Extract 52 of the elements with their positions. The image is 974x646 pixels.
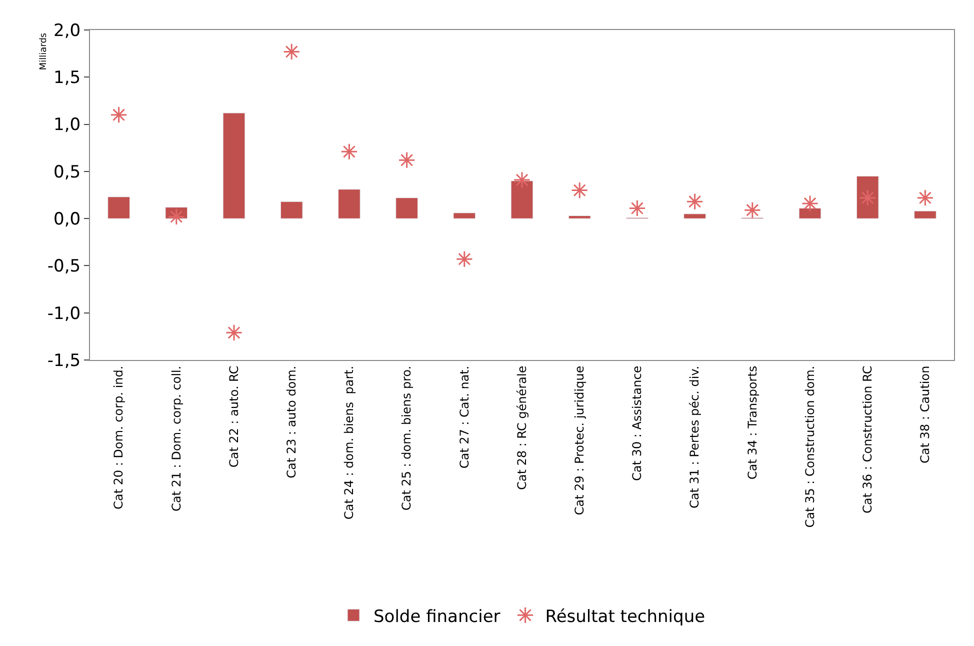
x-tick-label: Cat 23 : auto dom. [284,366,298,478]
x-tick-label: Cat 34 : Transports [745,366,760,480]
point [340,143,358,160]
x-tick-label: Cat 36 : Construction RC [860,366,874,514]
x-tick-label: Cat 27 : Cat. nat. [457,366,472,469]
x-tick-label: Cat 21 : Dom. corp. coll. [169,366,184,512]
bar [510,180,534,219]
y-tick-label: -0,5 [47,256,81,277]
y-tick-label: 0,0 [54,210,81,230]
point [916,189,934,206]
x-tick-label: Cat 31 : Pertes péc. div. [688,366,702,508]
bar [280,201,303,219]
point [225,324,243,342]
legend-label: Solde financier [374,606,500,627]
point [110,106,128,124]
y-tick-label: -1,5 [47,350,81,371]
x-tick-label: Cat 24 : dom. biens part. [342,366,356,520]
bar [396,198,418,219]
x-tick-label: Cat 25 : dom. biens pro. [400,366,414,511]
x-tick-label: Cat 30 : Assistance [630,366,644,481]
point [571,182,588,199]
y-tick-label: 2,0 [54,20,81,41]
point [744,202,761,219]
bar [798,208,822,219]
y-tick-label: 1,0 [54,115,81,136]
point [168,208,185,226]
bar [684,214,706,219]
legend-label: Résultat technique [545,606,706,627]
x-tick-label: Cat 29 : Protec. juridique [572,366,586,516]
y-tick-label: 0,5 [54,162,81,182]
point [513,171,531,188]
bar [568,215,591,219]
bar [222,112,246,219]
bar [856,176,879,219]
point [628,200,646,217]
point [456,250,473,268]
y-axis-title: Milliards [39,32,50,70]
y-tick-label: -1,0 [47,304,81,324]
bar [914,210,936,219]
point [686,193,704,210]
point [283,43,300,60]
y-tick-label: 1,5 [54,68,81,88]
point [398,152,416,169]
bar [108,196,130,219]
bar [338,189,360,219]
point [801,194,819,212]
x-tick-label: Cat 20 : Dom. corp. ind. [112,366,126,510]
x-tick-label: Cat 22 : auto. RC [226,366,241,468]
x-tick-label: Cat 38 : Caution [918,366,932,464]
x-tick-label: Cat 35 : Construction dom. [802,366,817,528]
bar [453,212,476,219]
x-tick-label: Cat 28 : RC générale [514,366,529,490]
